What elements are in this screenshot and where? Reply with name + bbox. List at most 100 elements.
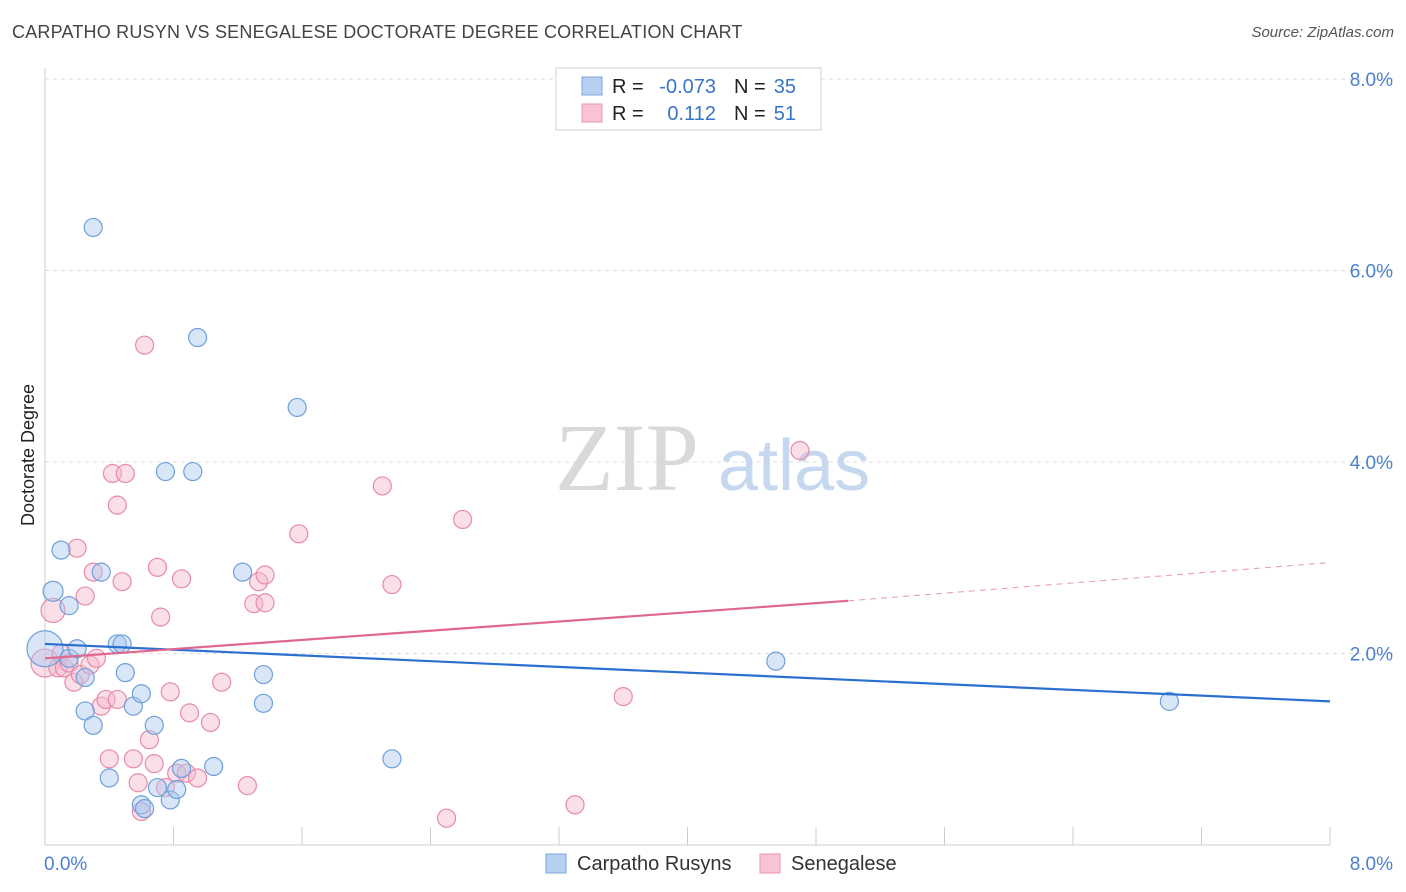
senegalese-point-45	[382, 574, 402, 595]
data-points	[26, 217, 1179, 828]
legend-n-label-2: N =	[734, 103, 766, 125]
legend-label-senegalese: Senegalese	[791, 853, 897, 875]
carpatho-point-24	[171, 758, 192, 779]
senegalese-point-15	[99, 749, 119, 769]
carpatho-point-20	[147, 777, 168, 798]
stats-legend: R = -0.073 N = 35 R = 0.112 N = 51	[555, 67, 822, 131]
carpatho-point-33	[766, 651, 786, 671]
carpatho-point-21	[155, 461, 176, 482]
carpatho-point-8	[83, 715, 103, 735]
y-tick-label-1: 4.0%	[1350, 453, 1393, 474]
legend-label-carpatho: Carpatho Rusyns	[577, 853, 732, 875]
watermark: ZIP atlas	[555, 404, 870, 511]
senegalese-point-48	[565, 795, 585, 815]
source-credit: Source: ZipAtlas.com	[1251, 24, 1394, 41]
senegalese-point-44	[372, 476, 392, 496]
senegalese-point-1	[40, 597, 66, 624]
carpatho-point-29	[253, 664, 274, 685]
legend-r-value-2: 0.112	[667, 103, 716, 125]
senegalese-point-38	[237, 776, 257, 796]
legend-swatch-pink	[581, 103, 603, 123]
carpatho-point-22	[160, 790, 180, 810]
senegalese-point-46	[436, 808, 457, 828]
senegalese-point-5	[59, 653, 79, 673]
carpatho-point-18	[134, 799, 155, 819]
senegalese-trend-line	[44, 599, 849, 660]
carpatho-point-4	[59, 596, 79, 616]
senegalese-point-14	[96, 689, 116, 710]
senegalese-point-27	[147, 557, 168, 577]
carpatho-point-34	[1159, 691, 1179, 711]
y-tick-label-3: 8.0%	[1350, 70, 1393, 91]
carpatho-point-16	[131, 684, 151, 704]
carpatho-point-25	[183, 461, 203, 482]
legend-r-value-1: -0.073	[659, 76, 716, 98]
carpatho-point-6	[75, 667, 95, 688]
senegalese-point-7	[67, 538, 87, 558]
senegalese-point-26	[144, 754, 164, 774]
senegalese-point-49	[613, 686, 633, 707]
senegalese-point-37	[212, 672, 232, 692]
series-legend: Carpatho Rusyns Senegalese	[545, 853, 897, 875]
carpatho-point-31	[287, 397, 307, 418]
senegalese-point-6	[64, 672, 84, 692]
x-tick-label-max: 8.0%	[1350, 854, 1393, 875]
carpatho-point-9	[83, 217, 103, 238]
legend-r-label-1: R =	[612, 76, 644, 98]
legend-r-label-2: R =	[612, 103, 644, 125]
carpatho-point-1	[42, 580, 64, 602]
legend-n-label-1: N =	[734, 76, 766, 98]
legend-swatch-carpatho	[545, 853, 567, 874]
senegalese-point-42	[255, 593, 275, 613]
y-axis-label: Doctorate Degree	[18, 384, 38, 526]
carpatho-point-26	[187, 327, 208, 348]
carpatho-point-27	[204, 756, 224, 777]
carpatho-point-11	[99, 768, 119, 788]
carpatho-point-13	[112, 634, 132, 654]
senegalese-point-23	[131, 801, 151, 822]
senegalese-point-24	[134, 335, 155, 355]
senegalese-point-25	[139, 730, 160, 750]
carpatho-point-32	[382, 749, 402, 769]
legend-n-value-2: 51	[774, 103, 796, 125]
senegalese-point-17	[107, 689, 127, 710]
watermark-zip: ZIP	[555, 404, 699, 511]
senegalese-point-50	[790, 440, 810, 461]
carpatho-point-30	[253, 693, 274, 713]
senegalese-point-11	[83, 562, 103, 582]
x-tick-label-min: 0.0%	[44, 854, 87, 875]
senegalese-point-9	[75, 586, 95, 606]
senegalese-point-34	[179, 703, 200, 723]
legend-swatch-blue	[581, 76, 603, 96]
carpatho-trend-line	[44, 642, 1331, 703]
senegalese-point-19	[112, 572, 132, 592]
legend-swatch-senegalese	[759, 853, 781, 874]
senegalese-point-22	[128, 773, 148, 793]
carpatho-point-0	[26, 630, 64, 668]
senegalese-point-18	[107, 495, 127, 515]
senegalese-point-32	[171, 569, 192, 589]
senegalese-point-43	[289, 524, 309, 544]
senegalese-point-28	[151, 607, 171, 627]
trend-lines	[44, 562, 1331, 703]
senegalese-point-36	[200, 712, 221, 733]
carpatho-point-7	[75, 701, 95, 721]
y-tick-label-0: 2.0%	[1350, 645, 1393, 666]
senegalese-point-41	[255, 565, 275, 585]
axes: 2.0% 4.0% 6.0% 8.0% 0.0% 8.0%	[44, 68, 1393, 875]
chart-title: CARPATHO RUSYN VS SENEGALESE DOCTORATE D…	[12, 22, 743, 42]
y-tick-label-2: 6.0%	[1350, 262, 1393, 283]
carpatho-point-23	[167, 779, 187, 800]
senegalese-point-21	[123, 749, 143, 769]
senegalese-point-12	[86, 648, 107, 668]
carpatho-point-19	[144, 715, 164, 735]
senegalese-point-47	[453, 509, 473, 530]
carpatho-point-14	[115, 663, 135, 683]
senegalese-trend-extension	[848, 562, 1331, 602]
senegalese-point-20	[115, 463, 135, 484]
carpatho-point-2	[51, 540, 71, 560]
senegalese-point-35	[187, 768, 208, 788]
watermark-atlas: atlas	[718, 426, 870, 506]
carpatho-point-10	[91, 562, 111, 582]
